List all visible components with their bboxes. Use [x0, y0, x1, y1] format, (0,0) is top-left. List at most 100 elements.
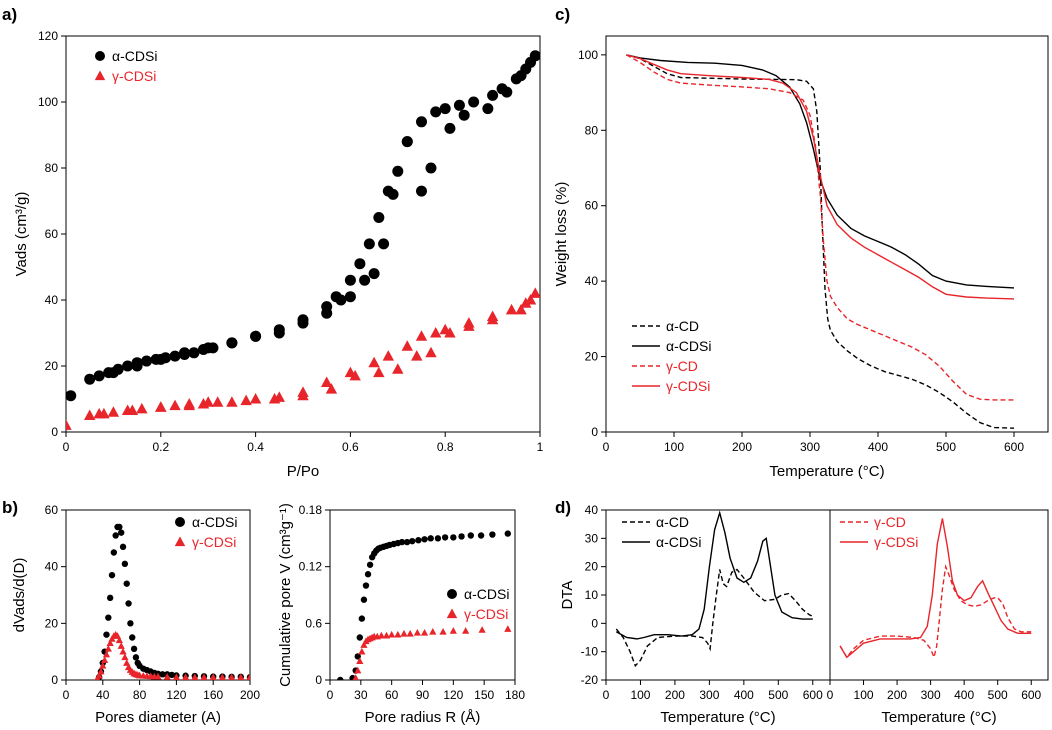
plot-area: [337, 530, 512, 680]
x-tick-label: 200: [732, 440, 752, 454]
data-point: [112, 532, 119, 539]
data-point: [155, 401, 167, 412]
data-point: [458, 533, 465, 540]
data-point: [421, 536, 428, 543]
y-tick-label: -10: [581, 645, 599, 659]
chart-1: 0 40 80 120 160 200 0 20 40 60 Pores diameter (A) d…: [11, 503, 260, 726]
x-tick-label: 0: [327, 688, 334, 702]
data-point: [159, 671, 166, 678]
data-point: [354, 666, 362, 674]
y-tick-label: 40: [45, 293, 59, 307]
data-point: [468, 96, 480, 108]
data-point: [169, 350, 181, 362]
x-tick-label: 180: [505, 688, 525, 702]
panel-label-a: a): [2, 5, 17, 24]
data-point: [368, 356, 380, 368]
x-tick-label: 100: [664, 440, 684, 454]
data-point: [335, 294, 347, 306]
data-point: [297, 389, 309, 401]
data-point: [398, 538, 406, 546]
legend-marker: [447, 589, 457, 599]
y-axis-label: Cumulative pore V (cm³g⁻¹): [277, 503, 294, 687]
y-tick-label: 30: [585, 531, 599, 545]
data-point: [358, 647, 366, 655]
data-point: [486, 313, 499, 325]
x-tick-label: 30: [354, 688, 368, 702]
x-axis-label: Temperature (°C): [660, 709, 775, 726]
data-point: [409, 537, 416, 545]
x-tick-label: 200: [240, 688, 260, 702]
x-axis-label: P/Po: [287, 463, 320, 480]
data-point: [427, 535, 434, 542]
y-tick-label: 0.12: [299, 560, 323, 574]
data-point: [524, 294, 537, 305]
series-line-0: [615, 568, 814, 668]
data-point: [354, 653, 361, 660]
legend-marker: [174, 536, 186, 547]
data-point: [501, 86, 513, 98]
data-point: [441, 534, 449, 541]
data-point: [117, 642, 125, 649]
legend-label: α-CD: [666, 318, 699, 334]
data-point: [373, 366, 385, 378]
data-point: [529, 287, 540, 298]
y-tick-label: 20: [45, 616, 59, 630]
data-point: [366, 561, 374, 568]
y-tick-label: 20: [585, 560, 599, 574]
chart-0: 0 0.2 0.4 0.6 0.8 1 0 20 40 60 80 100 120 P/Po Vads (c…: [13, 29, 544, 480]
legend-label: γ-CDSi: [874, 534, 918, 550]
data-point: [66, 419, 72, 430]
data-point: [360, 641, 368, 648]
x-tick-label: 200: [887, 688, 907, 702]
y-axis-label: Weight loss (%): [553, 182, 570, 287]
chart-2: 0 30 60 90 120 150 180 0 0.6 0.12 0.18 Pore radius …: [277, 503, 525, 726]
data-point: [123, 580, 130, 587]
data-point: [240, 394, 252, 406]
data-point: [434, 535, 442, 542]
data-point: [136, 402, 148, 414]
data-point: [84, 373, 96, 385]
legend-label: γ-CDSi: [192, 534, 236, 550]
plot-frame: [605, 509, 831, 681]
y-tick-label: 60: [45, 503, 59, 517]
legend-label: γ-CD: [666, 358, 698, 374]
x-tick-label: 500: [768, 688, 788, 702]
data-point: [106, 639, 114, 647]
x-tick-label: 80: [133, 688, 147, 702]
data-point: [209, 673, 217, 680]
data-point: [394, 630, 402, 638]
data-point: [227, 673, 236, 680]
data-point: [121, 653, 129, 661]
x-tick-label: 1: [537, 440, 544, 454]
data-point: [359, 274, 371, 286]
y-tick-label: 0: [51, 673, 58, 687]
data-point: [163, 673, 171, 680]
data-point: [98, 407, 110, 419]
data-point: [250, 330, 262, 342]
data-point: [364, 571, 372, 578]
data-point: [358, 615, 366, 622]
data-point: [505, 303, 518, 315]
data-point: [131, 360, 143, 372]
data-point: [121, 560, 129, 568]
y-tick-label: 0: [591, 425, 598, 439]
plot-area: [615, 510, 814, 668]
legend-label: γ-CDSi: [112, 68, 156, 84]
data-point: [183, 399, 195, 411]
data-point: [202, 396, 214, 407]
x-tick-label: 600: [1004, 440, 1024, 454]
data-point: [321, 307, 333, 319]
data-point: [237, 673, 245, 680]
y-tick-label: 0: [591, 616, 598, 630]
panel-label-d: d): [555, 498, 571, 517]
data-point: [373, 212, 385, 223]
data-point: [297, 317, 309, 329]
data-point: [356, 634, 364, 641]
legend-marker: [95, 51, 105, 61]
x-tick-label: 150: [474, 688, 494, 702]
data-point: [119, 543, 127, 551]
data-point: [122, 360, 134, 372]
data-point: [467, 532, 475, 539]
x-tick-label: 0.8: [437, 440, 454, 454]
plot-frame: [65, 35, 541, 433]
